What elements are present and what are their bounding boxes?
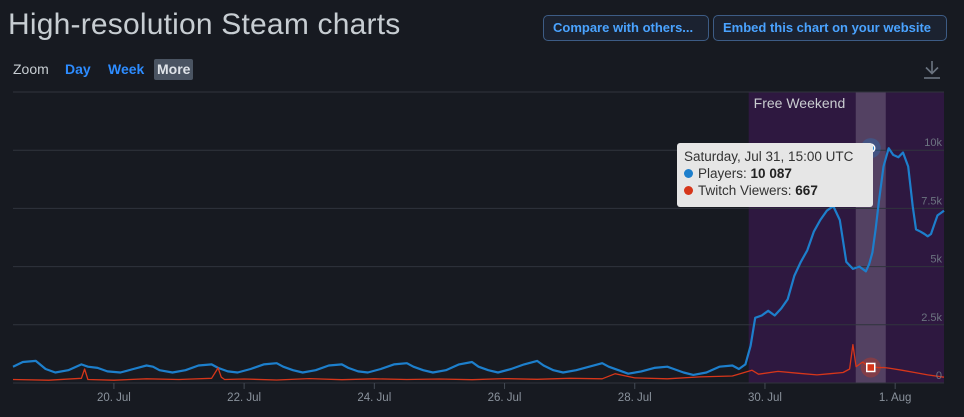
chart-tooltip: Saturday, Jul 31, 15:00 UTC Players: 10 … (677, 143, 873, 207)
series-line-twitch (12, 343, 945, 381)
series-line-players (12, 147, 945, 376)
x-tick-label: 24. Jul (357, 392, 391, 404)
tooltip-players-row: Players: 10 087 (684, 165, 866, 182)
y-tick-label: 7.5k (921, 195, 942, 207)
hover-highlight (855, 92, 886, 383)
compare-button[interactable]: Compare with others... (543, 15, 709, 41)
tooltip-players-label: Players: (698, 166, 747, 181)
tooltip-date: Saturday, Jul 31, 15:00 UTC (684, 149, 854, 164)
zoom-week-button[interactable]: Week (108, 61, 145, 77)
plot-band-free-weekend (748, 92, 944, 383)
x-tick-label: 20. Jul (97, 392, 131, 404)
y-tick-label: 2.5k (921, 312, 942, 324)
page-title: High-resolution Steam charts (8, 8, 401, 41)
y-tick-label: 0 (936, 370, 942, 382)
x-tick-label: 30. Jul (748, 392, 782, 404)
x-tick-label: 28. Jul (618, 392, 652, 404)
twitch-marker (866, 362, 876, 373)
x-tick-label: 1. Aug (879, 392, 912, 404)
x-tick-label: 22. Jul (227, 392, 261, 404)
tooltip-players-value: 10 087 (750, 166, 792, 181)
tooltip-twitch-value: 667 (795, 183, 818, 198)
x-tick-label: 26. Jul (488, 392, 522, 404)
tooltip-twitch-label: Twitch Viewers: (698, 183, 792, 198)
zoom-label: Zoom (13, 61, 49, 77)
tooltip-twitch-row: Twitch Viewers: 667 (684, 182, 866, 199)
zoom-day-button[interactable]: Day (65, 61, 91, 77)
plot-band-label: Free Weekend (754, 95, 846, 111)
y-tick-label: 5k (930, 254, 942, 266)
download-icon[interactable] (920, 58, 944, 82)
players-legend-dot (684, 169, 693, 178)
zoom-more-button[interactable]: More (154, 59, 194, 80)
y-tick-label: 10k (924, 137, 942, 149)
twitch-legend-dot (684, 186, 693, 195)
embed-chart-button[interactable]: Embed this chart on your website (713, 15, 947, 41)
